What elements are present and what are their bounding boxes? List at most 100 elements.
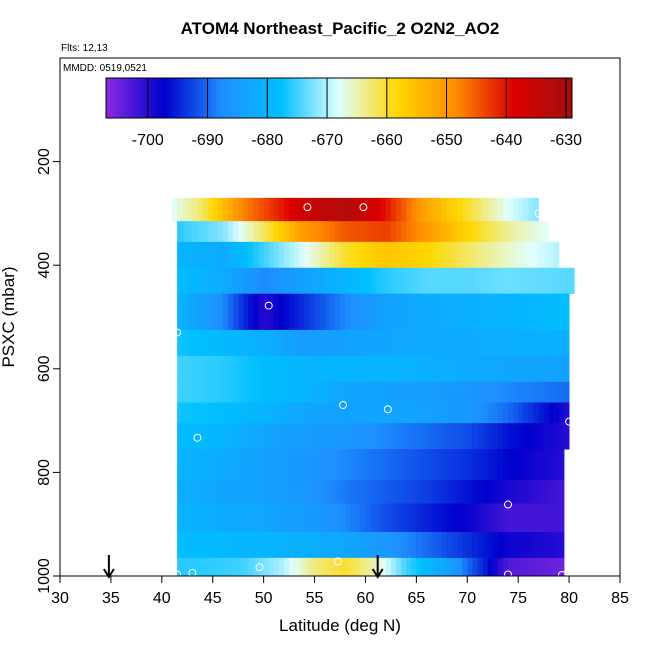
heatmap-cell	[182, 355, 188, 383]
heatmap-cell	[523, 267, 529, 295]
heatmap-cell	[492, 402, 499, 424]
colorbar-swatch	[536, 78, 540, 118]
heatmap-cell	[380, 355, 387, 383]
heatmap-cell	[385, 503, 392, 533]
heatmap-cell	[248, 197, 254, 222]
heatmap-cell	[477, 480, 483, 504]
heatmap-cell	[187, 197, 193, 222]
heatmap-cell	[192, 402, 198, 424]
heatmap-cell	[273, 293, 280, 331]
heatmap-cell	[324, 293, 331, 331]
heatmap-cell	[222, 423, 229, 450]
heatmap-cell	[513, 355, 519, 383]
colorbar-swatch	[264, 78, 268, 118]
heatmap-cell	[482, 402, 489, 424]
heatmap-cell	[406, 241, 412, 269]
heatmap-cell	[365, 423, 371, 450]
heatmap-cell	[309, 557, 315, 577]
heatmap-cell	[431, 329, 438, 357]
heatmap-cell	[528, 449, 534, 481]
colorbar-swatch	[515, 78, 519, 118]
heatmap-cell	[467, 355, 473, 383]
heatmap-cell	[416, 241, 422, 269]
heatmap-cell	[182, 531, 188, 559]
heatmap-cell	[431, 381, 438, 403]
heatmap-cell	[441, 402, 448, 424]
heatmap-cell	[258, 557, 265, 577]
heatmap-cell	[462, 531, 468, 559]
heatmap-cell	[558, 503, 565, 533]
colorbar-swatch	[135, 78, 140, 118]
heatmap-cell	[268, 503, 275, 533]
heatmap-cell	[396, 197, 402, 222]
heatmap-cell	[370, 355, 377, 383]
heatmap-cell	[345, 355, 351, 383]
colorbar-swatch	[431, 78, 435, 118]
heatmap-cell	[411, 531, 417, 559]
heatmap-cell	[177, 402, 183, 424]
heatmap-cell	[441, 423, 448, 450]
heatmap-cell	[472, 381, 478, 403]
heatmap-cell	[233, 531, 239, 559]
heatmap-cell	[314, 241, 321, 269]
heatmap-cell	[553, 557, 560, 577]
heatmap-cell	[385, 267, 392, 295]
heatmap-cell	[396, 381, 402, 403]
heatmap-cell	[177, 423, 183, 450]
colorbar-swatch	[168, 78, 173, 118]
heatmap-cell	[222, 293, 229, 331]
heatmap-cell	[396, 241, 402, 269]
heatmap-cell	[497, 197, 504, 222]
colorbar-tick-label: -700	[132, 132, 164, 149]
heatmap-cell	[558, 402, 565, 424]
heatmap-cell	[406, 557, 412, 577]
heatmap-cell	[340, 557, 346, 577]
heatmap-cell	[355, 557, 361, 577]
colorbar-swatch	[159, 78, 164, 118]
heatmap-cell	[228, 329, 234, 357]
heatmap-cell	[457, 557, 463, 577]
heatmap-cell	[375, 480, 382, 504]
heatmap-cell	[294, 355, 300, 383]
heatmap-cell	[502, 531, 509, 559]
heatmap-cell	[294, 503, 300, 533]
heatmap-cell	[390, 503, 397, 533]
heatmap-cell	[401, 531, 407, 559]
heatmap-cell	[558, 423, 565, 450]
heatmap-cell	[182, 221, 188, 243]
colorbar-swatch	[491, 78, 495, 118]
colorbar-swatch	[518, 78, 522, 118]
heatmap-cell	[319, 503, 326, 533]
colorbar-swatch	[362, 78, 367, 118]
heatmap-cell	[248, 355, 254, 383]
heatmap-cell	[309, 449, 315, 481]
colorbar-swatch	[174, 78, 179, 118]
heatmap-cell	[243, 449, 249, 481]
heatmap-cell	[314, 480, 321, 504]
y-axis-label: PSXC (mbar)	[0, 266, 18, 367]
heatmap-cell	[350, 480, 356, 504]
heatmap-cell	[340, 381, 346, 403]
heatmap-cell	[462, 241, 468, 269]
heatmap-cell	[187, 355, 193, 383]
heatmap-cell	[518, 267, 524, 295]
heatmap-cell	[197, 221, 203, 243]
heatmap-cell	[284, 241, 290, 269]
heatmap-cell	[533, 197, 539, 222]
colorbar-swatch	[425, 78, 430, 118]
heatmap-cell	[502, 381, 509, 403]
heatmap-cell	[243, 293, 249, 331]
heatmap-cell	[452, 197, 458, 222]
heatmap-cell	[278, 293, 285, 331]
heatmap-cell	[319, 381, 326, 403]
heatmap-cell	[431, 480, 438, 504]
heatmap-cell	[538, 423, 545, 450]
flights-label: Flts: 12,13	[61, 43, 108, 54]
heatmap-cell	[380, 241, 387, 269]
heatmap-cell	[457, 480, 463, 504]
heatmap-cell	[457, 355, 463, 383]
heatmap-cell	[182, 241, 188, 269]
colorbar-swatch	[231, 78, 235, 118]
colorbar-swatch	[359, 78, 364, 118]
heatmap-cell	[548, 449, 555, 481]
